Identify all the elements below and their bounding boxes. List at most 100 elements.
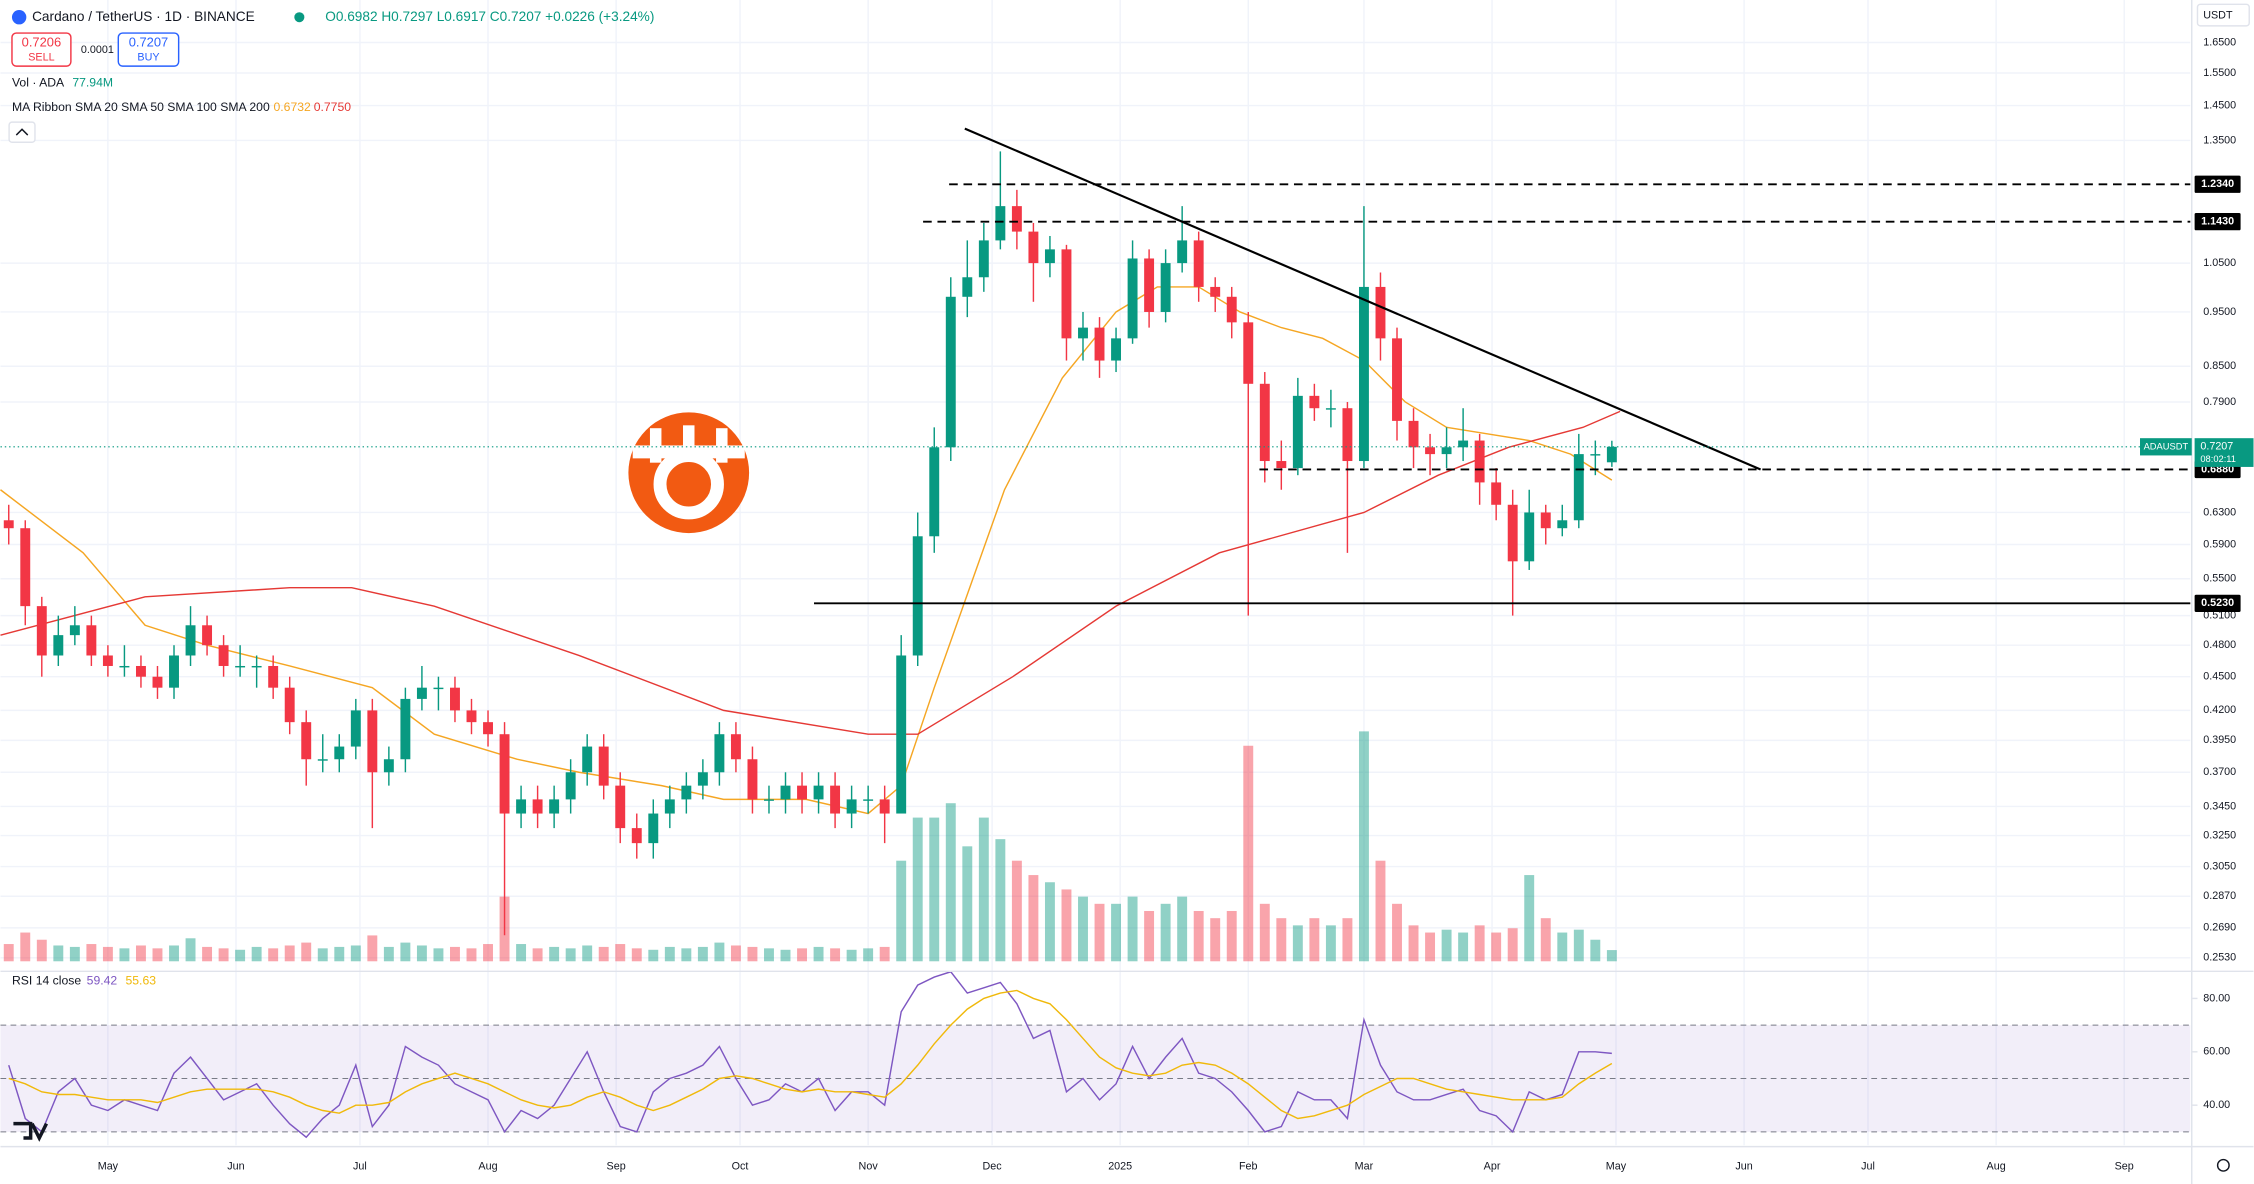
candle-body — [1524, 512, 1535, 562]
candle-body — [532, 799, 543, 814]
candle-body — [714, 734, 725, 773]
symbol-tag — [2140, 438, 2192, 456]
candle-body — [1573, 454, 1584, 521]
volume-bar — [450, 946, 460, 962]
candle-body — [1044, 249, 1055, 264]
volume-bar — [1226, 910, 1237, 962]
volume-bar — [1491, 932, 1502, 962]
volume-bar — [251, 946, 262, 962]
x-tick-label: Sep — [2115, 1161, 2134, 1173]
candle-body — [1078, 327, 1088, 339]
volume-bar — [135, 945, 146, 962]
last-price-tag — [2194, 438, 2254, 467]
buy-button[interactable] — [117, 32, 180, 67]
volume-bar — [1243, 745, 1254, 962]
volume-bar — [1441, 929, 1452, 962]
volume-bar — [53, 945, 64, 962]
candle-body — [1094, 327, 1105, 361]
candle-body — [483, 722, 493, 735]
y-tick-label: 60.00 — [2203, 1046, 2230, 1058]
candle-body — [549, 799, 560, 814]
candle-body — [780, 785, 791, 800]
candle-body — [334, 746, 345, 760]
volume-bar — [1358, 731, 1369, 962]
volume-bar — [1177, 896, 1188, 962]
volume-bar — [433, 948, 444, 962]
candle-body — [962, 277, 973, 297]
candle-body — [929, 447, 940, 537]
y-tick-label: 0.5900 — [2203, 538, 2236, 550]
x-tick-label: Sep — [607, 1161, 626, 1173]
candle-body — [400, 698, 411, 760]
settings-icon[interactable] — [2216, 1158, 2230, 1172]
volume-bar — [747, 946, 758, 962]
sell-button[interactable] — [11, 32, 72, 67]
sell-label[interactable]: SELL — [28, 51, 54, 63]
volume-bar — [962, 846, 973, 962]
volume-bar — [1557, 932, 1568, 962]
y-tick-label: 1.6500 — [2203, 36, 2236, 48]
y-tick-label: 1.0500 — [2203, 257, 2236, 269]
logo-bar — [649, 428, 662, 463]
candle-body — [730, 734, 741, 760]
watermark-logo — [628, 412, 750, 534]
volume-bar — [1144, 910, 1155, 962]
volume-bar — [1127, 896, 1138, 962]
candle-body — [664, 799, 675, 814]
price-level-tag — [2194, 594, 2241, 612]
volume-bar — [1425, 932, 1436, 962]
sell-price[interactable]: 0.7206 — [22, 35, 62, 50]
spread: 0.0001 — [81, 44, 114, 56]
candle-body — [1292, 395, 1303, 469]
logo-bar — [716, 428, 728, 463]
rsi-line — [8, 970, 1612, 1139]
x-tick-label: 2025 — [1108, 1161, 1132, 1173]
volume-bar — [86, 944, 97, 962]
rsi-value: 59.42 — [87, 974, 118, 988]
candle-body — [102, 655, 113, 666]
currency[interactable]: USDT — [2203, 10, 2233, 22]
y-tick-label: 0.5100 — [2203, 609, 2236, 621]
volume-bar — [764, 948, 774, 962]
ma-value: 0.7750 — [314, 100, 352, 114]
volume-bar — [664, 946, 675, 962]
tv-logo — [13, 1121, 48, 1142]
price-level-label: 1.1430 — [2201, 216, 2234, 228]
buy-price[interactable]: 0.7207 — [129, 35, 169, 50]
y-tick-label: 0.2530 — [2203, 952, 2236, 964]
candle-body — [53, 635, 64, 656]
rsi-legend: RSI 14 close — [12, 974, 81, 988]
volume-bar — [516, 944, 527, 962]
collapse-button[interactable] — [8, 121, 36, 143]
volume-bar — [730, 945, 741, 962]
candle-body — [202, 625, 213, 646]
volume-bar — [466, 948, 477, 962]
y-tick-label: 0.2690 — [2203, 922, 2236, 934]
candle-body — [218, 645, 229, 666]
y-tick-label: 0.8500 — [2203, 360, 2236, 372]
candle-body — [945, 296, 956, 448]
collapse-icon[interactable] — [15, 128, 29, 136]
x-tick-label: Mar — [1355, 1161, 1374, 1173]
candle-body — [251, 665, 262, 668]
candle-body — [499, 734, 510, 814]
candle-body — [3, 520, 14, 529]
candle-body — [367, 710, 378, 773]
volume-bar — [896, 860, 907, 962]
x-tick-label: Apr — [1484, 1161, 1501, 1173]
y-tick-label: 0.3250 — [2203, 829, 2236, 841]
currency-button[interactable] — [2196, 3, 2250, 27]
candle-body — [1011, 206, 1022, 232]
volume-bar — [317, 948, 328, 962]
volume-bar — [945, 803, 956, 962]
candle-body — [1606, 446, 1617, 463]
candle-body — [1557, 520, 1568, 529]
plot-area — [0, 127, 2191, 1139]
volume-bar — [1325, 925, 1336, 962]
candle-body — [912, 536, 923, 656]
buy-label[interactable]: BUY — [137, 51, 159, 63]
x-tick-label: Oct — [732, 1161, 749, 1173]
volume-bar — [20, 932, 31, 962]
candle-body — [86, 625, 97, 656]
